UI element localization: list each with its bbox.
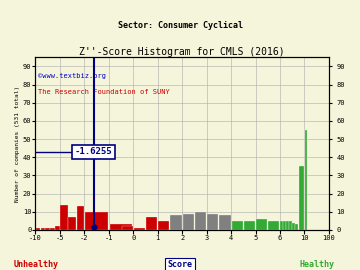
Bar (60, 204, 68, 230)
Text: Score: Score (167, 260, 193, 269)
Text: The Research Foundation of SUNY: The Research Foundation of SUNY (39, 89, 170, 94)
Bar (283, 221, 286, 230)
Bar (298, 166, 304, 230)
Bar (295, 224, 298, 230)
Bar (36, 228, 40, 230)
Bar (170, 215, 182, 230)
Bar (41, 228, 45, 230)
Bar (158, 221, 170, 230)
Bar (289, 221, 292, 230)
Bar (219, 215, 230, 230)
Bar (50, 228, 55, 230)
Bar (110, 224, 132, 230)
Bar (280, 221, 283, 230)
Bar (183, 214, 194, 230)
Bar (286, 221, 289, 230)
Bar (77, 206, 84, 230)
Y-axis label: Number of companies (531 total): Number of companies (531 total) (15, 86, 20, 202)
Bar (256, 219, 267, 230)
Bar (122, 226, 133, 230)
Bar (55, 226, 60, 230)
Bar (207, 214, 219, 230)
Bar (244, 221, 255, 230)
Bar (45, 228, 50, 230)
Bar (134, 228, 145, 230)
Bar (305, 130, 307, 230)
Text: ©www.textbiz.org: ©www.textbiz.org (39, 73, 106, 79)
Text: -1.6255: -1.6255 (75, 147, 112, 156)
Bar (268, 221, 279, 230)
Text: Healthy: Healthy (299, 260, 334, 269)
Bar (292, 223, 295, 230)
Bar (85, 212, 108, 230)
Text: Sector: Consumer Cyclical: Sector: Consumer Cyclical (117, 21, 243, 30)
Bar (68, 217, 76, 230)
Bar (146, 217, 157, 230)
Title: Z''-Score Histogram for CMLS (2016): Z''-Score Histogram for CMLS (2016) (79, 48, 285, 58)
Text: Unhealthy: Unhealthy (14, 260, 58, 269)
Bar (195, 212, 206, 230)
Bar (231, 221, 243, 230)
